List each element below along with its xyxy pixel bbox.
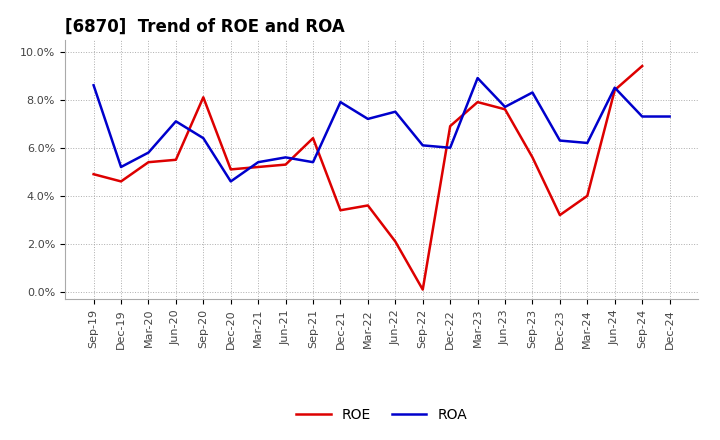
ROE xyxy=(500,106,509,112)
ROA xyxy=(665,114,674,119)
ROE xyxy=(282,162,290,167)
ROE xyxy=(556,213,564,218)
ROE xyxy=(117,179,125,184)
ROA xyxy=(583,140,592,146)
ROA xyxy=(500,104,509,110)
ROA xyxy=(611,85,619,90)
ROE xyxy=(226,167,235,172)
Legend: ROE, ROA: ROE, ROA xyxy=(290,402,473,427)
ROE xyxy=(418,287,427,292)
ROE xyxy=(611,88,619,93)
ROA xyxy=(89,83,98,88)
ROE xyxy=(336,208,345,213)
ROA xyxy=(391,109,400,114)
ROE xyxy=(528,155,537,160)
ROE xyxy=(446,124,454,129)
ROA xyxy=(556,138,564,143)
ROE xyxy=(364,203,372,208)
ROA xyxy=(254,160,263,165)
Line: ROE: ROE xyxy=(94,66,642,290)
ROA xyxy=(473,75,482,81)
ROE xyxy=(199,95,207,100)
ROA xyxy=(226,179,235,184)
ROA xyxy=(144,150,153,155)
ROA xyxy=(638,114,647,119)
ROA xyxy=(171,119,180,124)
ROE xyxy=(583,193,592,198)
ROA xyxy=(446,145,454,150)
ROE xyxy=(171,157,180,162)
ROA xyxy=(364,116,372,121)
ROA xyxy=(418,143,427,148)
ROA xyxy=(309,160,318,165)
Line: ROA: ROA xyxy=(94,78,670,181)
Text: [6870]  Trend of ROE and ROA: [6870] Trend of ROE and ROA xyxy=(65,17,345,35)
ROA xyxy=(336,99,345,105)
ROE xyxy=(473,99,482,105)
ROE xyxy=(144,160,153,165)
ROE xyxy=(309,136,318,141)
ROE xyxy=(89,172,98,177)
ROE xyxy=(638,63,647,69)
ROA xyxy=(117,165,125,170)
ROE xyxy=(254,165,263,170)
ROA xyxy=(528,90,537,95)
ROA xyxy=(199,136,207,141)
ROE xyxy=(391,239,400,244)
ROA xyxy=(282,155,290,160)
